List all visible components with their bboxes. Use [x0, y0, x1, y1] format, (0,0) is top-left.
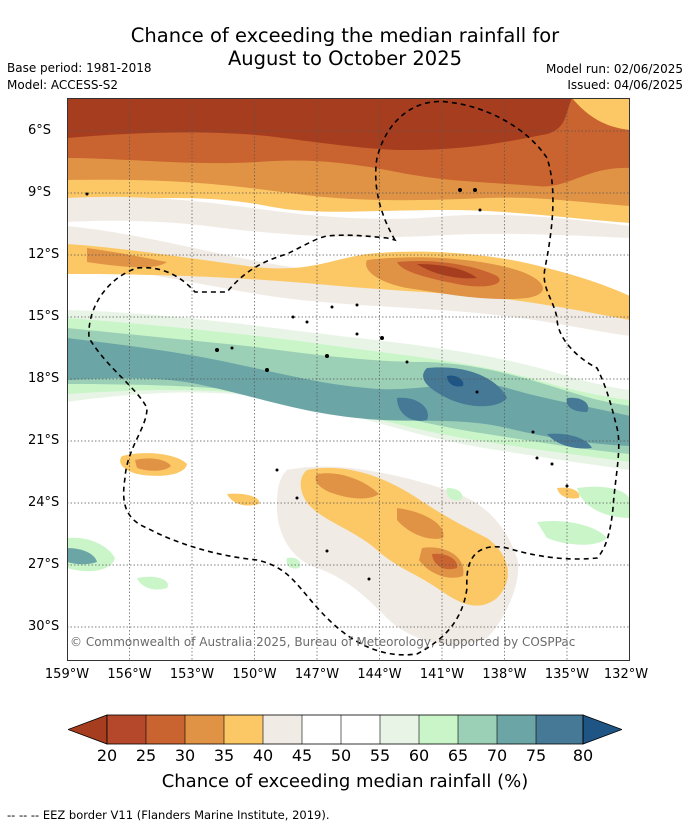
- colorbar-tick: 25: [135, 746, 157, 765]
- colorbar-segment: [380, 715, 419, 744]
- band-35-northeast: [572, 98, 630, 130]
- map-title-line-2: August to October 2025: [227, 47, 463, 70]
- lat-label-18s: 18°S: [28, 371, 60, 386]
- colorbar-tick: 60: [408, 746, 430, 765]
- colorbar-segment: [263, 715, 302, 744]
- colorbar-title: Chance of exceeding median rainfall (%): [161, 771, 529, 792]
- colorbar-segment: [185, 715, 224, 744]
- eez-border: [88, 100, 620, 656]
- colorbar-high-arrow: [582, 714, 622, 745]
- colorbar-segment: [107, 715, 146, 744]
- lon-label-159w: 159°W: [44, 667, 90, 682]
- colorbar-tick: 30: [174, 746, 196, 765]
- model-run-date: Model run: 02/06/2025: [545, 62, 683, 76]
- colorbar-segment: [302, 715, 341, 744]
- colorbar-tick: 20: [96, 746, 118, 765]
- eez-border-legend: -- -- -- EEZ border V11 (Flanders Marine…: [7, 808, 330, 822]
- lat-label-24s: 24°S: [28, 495, 60, 510]
- lon-label-135w: 135°W: [544, 667, 590, 682]
- lon-label-132w: 132°W: [603, 667, 649, 682]
- colorbar-segment: [419, 715, 458, 744]
- map-canvas: [67, 98, 630, 661]
- band-30-mid: [87, 248, 544, 300]
- colorbar-tick: 75: [525, 746, 547, 765]
- graticule: [67, 98, 630, 661]
- lon-label-141w: 141°W: [419, 667, 465, 682]
- lat-label-21s: 21°S: [28, 433, 60, 448]
- colorbar-tick: 70: [486, 746, 508, 765]
- band-75-wet: [67, 338, 630, 446]
- lat-label-15s: 15°S: [28, 309, 60, 324]
- colorbar-segment: [536, 715, 583, 744]
- colorbar-low-arrow: [68, 714, 108, 745]
- colorbar-tick: 50: [330, 746, 352, 765]
- copyright-text: © Commonwealth of Australia 2025, Bureau…: [70, 635, 576, 649]
- issued-date: Issued: 04/06/2025: [567, 78, 683, 92]
- green-patch-west-core: [67, 548, 97, 565]
- colorbar-frame: [106, 714, 584, 745]
- lat-label-30s: 30°S: [28, 619, 60, 634]
- map-title-line-1: Chance of exceeding the median rainfall …: [130, 24, 560, 47]
- lon-label-138w: 138°W: [482, 667, 527, 682]
- dry-patch-22s-core: [135, 458, 171, 471]
- colorbar-tick: 65: [447, 746, 469, 765]
- lon-label-153w: 153°W: [169, 667, 215, 682]
- band-30-south: [315, 473, 464, 578]
- colorbar-segment: [146, 715, 185, 744]
- lon-label-144w: 144°W: [357, 667, 402, 682]
- model-name: Model: ACCESS-S2: [7, 78, 119, 92]
- lon-label-150w: 150°W: [232, 667, 277, 682]
- colorbar-segment: [497, 715, 536, 744]
- lat-label-12s: 12°S: [28, 247, 60, 262]
- colorbar-tick: 40: [252, 746, 274, 765]
- lon-label-147w: 147°W: [294, 667, 340, 682]
- islands: [85, 188, 569, 581]
- band-40-upper: [67, 196, 630, 238]
- band-85-wet: [447, 375, 464, 387]
- band-35-south: [227, 467, 580, 606]
- lon-label-156w: 156°W: [107, 667, 152, 682]
- colorbar-tick: 45: [291, 746, 313, 765]
- lat-label-27s: 27°S: [28, 557, 60, 572]
- map-frame: [67, 98, 630, 661]
- band-20-north: [67, 98, 572, 150]
- colorbar-tick: 55: [369, 746, 391, 765]
- colorbar-dividers: [145, 715, 537, 744]
- colorbar-segment: [341, 715, 380, 744]
- colorbar-segment: [458, 715, 497, 744]
- lat-label-6s: 6°S: [28, 123, 52, 138]
- lat-label-9s: 9°S: [28, 185, 52, 200]
- colorbar-tick: 80: [572, 746, 594, 765]
- band-20-mid: [417, 264, 477, 279]
- rainfall-outlook-map: © Commonwealth of Australia 2025, Bureau…: [67, 98, 630, 661]
- colorbar: [68, 714, 622, 745]
- band-35-mid: [67, 244, 630, 320]
- base-period: Base period: 1981-2018: [7, 61, 152, 75]
- colorbar-tick: 35: [213, 746, 235, 765]
- band-80-wet: [397, 367, 592, 449]
- colorbar-segment: [224, 715, 263, 744]
